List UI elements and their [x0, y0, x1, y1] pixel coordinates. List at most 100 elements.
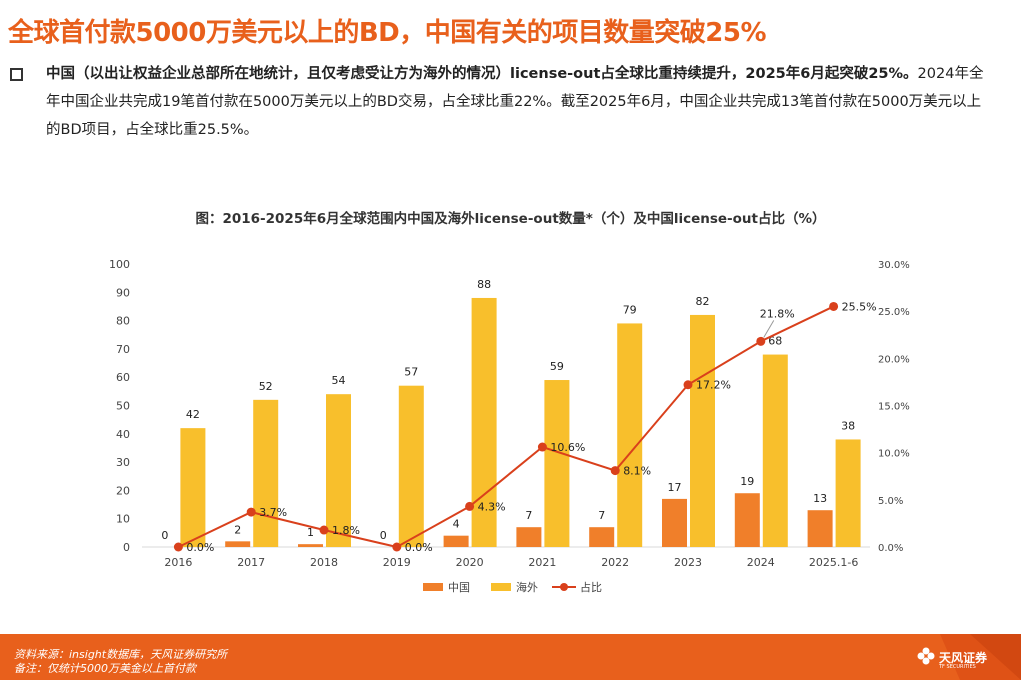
ratio-point-label: 3.7%	[259, 506, 287, 519]
y-right-tick-label: 15.0%	[878, 402, 910, 413]
china-bar-label: 19	[740, 475, 754, 488]
overseas-bar	[253, 399, 279, 547]
ratio-point-label: 8.1%	[623, 465, 651, 478]
china-bar	[225, 541, 251, 547]
y-right-tick-label: 0.0%	[878, 543, 903, 554]
y-right-tick-label: 10.0%	[878, 449, 910, 460]
y-left-tick-label: 0	[123, 541, 130, 554]
china-bar-label: 17	[668, 481, 682, 494]
china-bar-label: 13	[813, 492, 827, 505]
logo-name: 天风证券	[939, 651, 988, 665]
ratio-point	[756, 336, 766, 346]
y-left-tick-label: 80	[116, 315, 130, 328]
ratio-point-label: 25.5%	[842, 300, 877, 313]
x-tick-label: 2024	[747, 556, 775, 569]
footer-note: 备注：仅统计5000万美金以上首付款	[14, 662, 196, 675]
legend-swatch-ratio-marker	[560, 583, 568, 591]
overseas-bar-label: 42	[186, 408, 200, 421]
y-right-tick-label: 5.0%	[878, 496, 903, 507]
bullet-bold-text: 中国（以出让权益企业总部所在地统计，且仅考虑受让方为海外的情况）license-…	[46, 66, 918, 82]
y-right-tick-label: 25.0%	[878, 307, 910, 318]
overseas-bar-label: 52	[259, 380, 273, 393]
overseas-bar-label: 79	[623, 303, 637, 316]
china-bar-label: 2	[234, 523, 241, 536]
ratio-point	[537, 442, 547, 452]
y-left-tick-label: 50	[116, 400, 130, 413]
china-bar	[298, 544, 323, 547]
legend-label-ratio: 占比	[580, 580, 602, 594]
x-tick-label: 2021	[528, 556, 556, 569]
x-tick-label: 2022	[601, 556, 629, 569]
ratio-point-label: 10.6%	[550, 441, 585, 454]
overseas-bar-label: 68	[768, 335, 782, 348]
y-left-tick-label: 10	[116, 513, 130, 526]
overseas-bar-label: 54	[332, 374, 346, 387]
y-right-tick-label: 30.0%	[878, 260, 910, 271]
bullet-text: 中国（以出让权益企业总部所在地统计，且仅考虑受让方为海外的情况）license-…	[46, 60, 986, 144]
ratio-point-label: 1.8%	[332, 524, 360, 537]
y-left-tick-label: 100	[109, 258, 130, 271]
ratio-line	[177, 305, 835, 549]
y-left-tick-label: 70	[116, 343, 130, 356]
flower-logo-icon	[917, 647, 935, 665]
x-tick-label: 2018	[310, 556, 338, 569]
china-bar	[516, 527, 542, 547]
overseas-bar	[835, 439, 861, 547]
china-bar	[734, 493, 760, 547]
chart-title: 图：2016-2025年6月全球范围内中国及海外license-out数量*（个…	[195, 211, 826, 227]
overseas-bar-label: 59	[550, 360, 564, 373]
ratio-point-label: 0.0%	[405, 541, 433, 554]
overseas-bar-label: 57	[404, 366, 418, 379]
legend-swatch-overseas	[491, 583, 511, 591]
overseas-bar	[180, 428, 206, 547]
ratio-point	[246, 507, 256, 517]
overseas-bar	[617, 323, 643, 547]
footer-source: 资料来源：insight数据库，天风证券研究所	[14, 648, 228, 661]
page-headline: 全球首付款5000万美元以上的BD，中国有关的项目数量突破25%	[8, 18, 767, 48]
square-bullet-icon	[10, 68, 23, 81]
overseas-bar	[544, 380, 570, 547]
footer-bar: 资料来源：insight数据库，天风证券研究所 备注：仅统计5000万美金以上首…	[0, 634, 1021, 680]
china-bar-label: 7	[525, 509, 532, 522]
china-bar	[443, 535, 469, 547]
china-bar-label: 0	[161, 529, 168, 542]
logo-subtitle: TF SECURITIES	[939, 664, 976, 670]
footer-decoration	[940, 634, 1021, 680]
ratio-leader-line	[763, 320, 775, 338]
x-tick-label: 2020	[456, 556, 484, 569]
overseas-bar	[326, 394, 351, 547]
china-bar-label: 7	[598, 509, 605, 522]
overseas-bar-label: 82	[696, 295, 710, 308]
legend-label-china: 中国	[448, 581, 470, 594]
china-bar-label: 4	[453, 518, 460, 531]
china-bar-label: 0	[380, 529, 387, 542]
ratio-point	[319, 525, 329, 535]
ratio-point	[829, 301, 839, 311]
bullet-normal-text: 2024年全年中国企业共完成19笔首付款在5000万美元以上的BD交易，占全球比…	[46, 66, 984, 138]
china-bar	[662, 498, 687, 547]
overseas-bar-label: 88	[477, 278, 491, 291]
ratio-point-label: 4.3%	[478, 500, 506, 513]
china-bar-label: 1	[307, 526, 314, 539]
china-bar	[589, 527, 615, 547]
y-left-tick-label: 40	[116, 428, 130, 441]
y-left-tick-label: 90	[116, 286, 130, 299]
overseas-bar	[690, 314, 715, 547]
brand-logo: 天风证券 TF SECURITIES	[917, 647, 987, 670]
ratio-point	[465, 501, 475, 511]
bullet-paragraph: 中国（以出让权益企业总部所在地统计，且仅考虑受让方为海外的情况）license-…	[10, 60, 986, 144]
y-left-tick-label: 30	[116, 456, 130, 469]
x-tick-label: 2019	[383, 556, 411, 569]
x-tick-label: 2016	[164, 556, 192, 569]
x-tick-label: 2023	[674, 556, 702, 569]
overseas-bar-label: 38	[841, 419, 855, 432]
y-right-tick-label: 20.0%	[878, 354, 910, 365]
y-left-tick-label: 20	[116, 484, 130, 497]
x-tick-label: 2025.1-6	[809, 556, 858, 569]
legend-label-overseas: 海外	[516, 580, 538, 594]
ratio-point	[683, 380, 693, 390]
ratio-point-label: 17.2%	[696, 379, 731, 392]
y-left-tick-label: 60	[116, 371, 130, 384]
x-tick-label: 2017	[237, 556, 265, 569]
legend-swatch-china	[423, 583, 443, 591]
